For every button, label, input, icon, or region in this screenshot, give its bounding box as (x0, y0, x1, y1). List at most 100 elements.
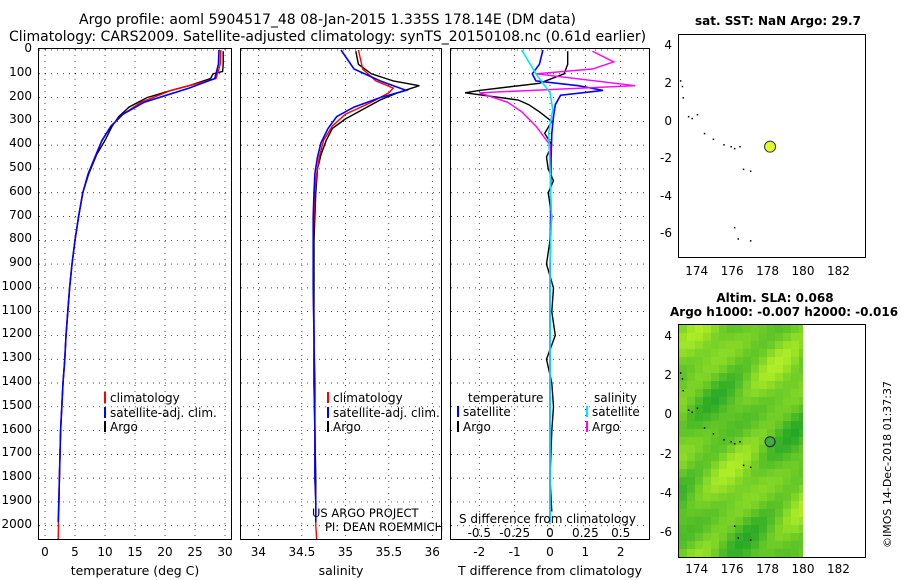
sla-cell (791, 365, 799, 373)
sla-cell (775, 421, 783, 429)
sla-cell (679, 445, 687, 453)
sla-cell (735, 549, 743, 557)
sla-cell (735, 381, 743, 389)
sla-cell (791, 501, 799, 509)
sla-cell (695, 405, 703, 413)
sla-cell (679, 333, 687, 341)
sla-cell (695, 469, 703, 477)
sla-cell (759, 445, 767, 453)
sla-cell (711, 533, 719, 541)
sla-cell (743, 437, 751, 445)
island-mark (730, 146, 732, 148)
sla-y-tick-label: 4 (664, 328, 672, 343)
sst-y-tick-label: 4 (664, 38, 672, 53)
sla-cell (775, 533, 783, 541)
sla-cell (767, 405, 775, 413)
sla-cell (775, 493, 783, 501)
island-mark (712, 138, 715, 140)
sla-cell (751, 549, 759, 557)
sla-cell (783, 501, 791, 509)
sla-cell (679, 389, 687, 397)
sla-cell (703, 421, 711, 429)
sla-cell (791, 397, 799, 405)
depth-tick-label: 100 (9, 64, 32, 79)
s-difference-tick-label: -0.25 (499, 526, 531, 540)
sla-cell (727, 445, 735, 453)
sla-cell (703, 365, 711, 373)
sla-cell (695, 413, 703, 421)
sla-cell (743, 421, 751, 429)
legend-black-mark (327, 421, 329, 432)
sla-cell (799, 549, 803, 557)
sla-cell (679, 477, 687, 485)
sla-cell (743, 541, 751, 549)
sla-cell (703, 461, 711, 469)
sla-cell (791, 477, 799, 485)
sla-cell (751, 389, 759, 397)
sla-cell (775, 509, 783, 517)
sla-cell (791, 429, 799, 437)
sla-cell (719, 453, 727, 461)
sla-cell (735, 349, 743, 357)
island-mark (723, 144, 725, 146)
sla-cell (783, 549, 791, 557)
sla-cell (703, 357, 711, 365)
sla-cell (735, 509, 743, 517)
sla-cell (799, 469, 803, 477)
sla-cell (695, 341, 703, 349)
sla-cell (719, 493, 727, 501)
sla-cell (783, 341, 791, 349)
s-difference-tick-label: -0.5 (467, 526, 491, 540)
sla-cell (799, 501, 803, 509)
sla-cell (783, 381, 791, 389)
sla-cell (791, 549, 799, 557)
legend-red-mark (327, 392, 329, 403)
t-difference-tick-label: -1 (508, 545, 521, 559)
sla-cell (775, 485, 783, 493)
sla-x-tick-label: 176 (720, 562, 744, 576)
sla-cell (703, 373, 711, 381)
sla-cell (775, 405, 783, 413)
sla-cell (751, 405, 759, 413)
sla-cell (719, 341, 727, 349)
sla-cell (767, 525, 775, 533)
salinity-legend: climatology satellite-adj. clim. Argo (327, 391, 440, 435)
depth-tick-label: 1800 (1, 469, 32, 484)
sla-cell (703, 533, 711, 541)
island-mark (691, 117, 693, 120)
sla-cell (759, 549, 767, 557)
sla-cell (687, 549, 695, 557)
sla-cell (735, 429, 743, 437)
legend-item-satellite-adj: satellite-adj. clim. (104, 406, 217, 421)
sla-cell (711, 421, 719, 429)
sla-cell (743, 333, 751, 341)
sla-cell (783, 461, 791, 469)
sla-cell (783, 365, 791, 373)
sla-cell (775, 429, 783, 437)
sla-cell (703, 349, 711, 357)
depth-tick-label: 900 (9, 255, 32, 270)
sla-cell (783, 453, 791, 461)
sla-cell (783, 493, 791, 501)
sla-cell (743, 493, 751, 501)
sla-cell (791, 525, 799, 533)
sla-cell (791, 349, 799, 357)
depth-tick-label: 1300 (1, 350, 32, 365)
sla-cell (727, 517, 735, 525)
sla-cell (767, 493, 775, 501)
sla-cell (783, 509, 791, 517)
sla-cell (695, 477, 703, 485)
sla-cell (775, 437, 783, 445)
sla-cell (759, 325, 767, 333)
sla-cell (735, 461, 743, 469)
sla-cell (775, 477, 783, 485)
sla-cell (695, 493, 703, 501)
sla-cell (759, 493, 767, 501)
sla-cell (719, 349, 727, 357)
sla-cell (679, 381, 687, 389)
temperature-tick-label: 25 (187, 545, 203, 559)
sla-cell (775, 365, 783, 373)
sla-cell (695, 517, 703, 525)
sla-x-tick-label: 180 (791, 562, 815, 576)
depth-tick-label: 200 (9, 88, 32, 103)
